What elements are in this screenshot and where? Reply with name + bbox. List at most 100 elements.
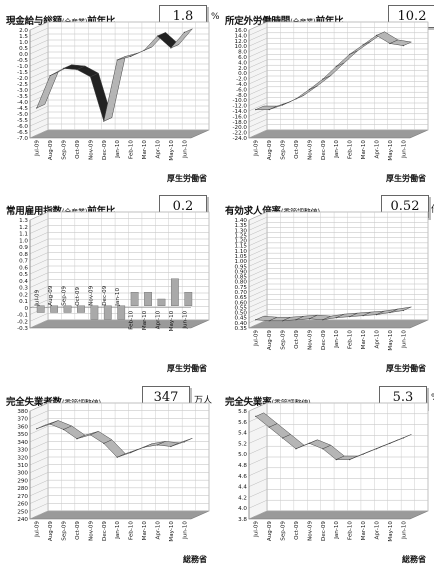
y-tick-label: 0.80 (235, 280, 248, 286)
y-tick-label: 1.1 (19, 232, 28, 238)
value-unit: 倍 (431, 202, 434, 215)
x-tick-label: Sep-09 (62, 286, 68, 306)
x-tick-label: Jan-10 (115, 140, 121, 159)
data-point (402, 437, 404, 439)
x-tick-label: Jun-10 (182, 140, 188, 159)
y-tick-label: 0.0 (238, 71, 247, 77)
x-tick-label: Jan-10 (334, 330, 340, 349)
x-tick-label: Feb-10 (129, 310, 135, 329)
data-point (49, 75, 51, 77)
bar (77, 305, 85, 313)
y-tick-label: 1.00 (235, 259, 248, 265)
x-tick-label: Sep-09 (281, 521, 287, 541)
y-tick-label: 0.4 (19, 279, 28, 285)
data-point (170, 47, 172, 49)
y-tick-label: 4.8 (238, 463, 247, 469)
source-label: 厚生労働省 (386, 174, 426, 183)
x-tick-label: Dec-09 (321, 140, 327, 160)
y-tick-label: -16.0 (233, 114, 248, 120)
data-point (295, 98, 297, 100)
data-point (362, 44, 364, 46)
data-point (116, 456, 118, 458)
bar (90, 305, 99, 320)
y-tick-label: 0.2 (19, 292, 28, 298)
y-tick-label: 0.55 (235, 305, 248, 311)
bar (50, 305, 59, 313)
y-tick-label: 0.5 (19, 272, 28, 278)
y-tick-label: 370 (17, 417, 28, 423)
y-tick-label: 1.20 (235, 239, 248, 245)
x-tick-label: Mar-10 (142, 521, 148, 541)
data-point (89, 434, 91, 436)
y-tick-label: 1.40 (235, 218, 248, 224)
data-point (295, 448, 297, 450)
y-tick-label: 0.70 (235, 290, 248, 296)
y-tick-label: 0.75 (235, 285, 248, 291)
y-tick-label: 0.60 (235, 300, 248, 306)
x-tick-label: Dec-09 (321, 521, 327, 541)
y-tick-label: -4.5 (17, 106, 28, 112)
data-point (322, 448, 324, 450)
y-tick-label: -5.0 (17, 112, 28, 118)
y-tick-label: 1.0 (19, 40, 28, 46)
data-point (130, 55, 132, 58)
data-point (281, 437, 284, 439)
x-tick-label: Jun-10 (182, 310, 188, 329)
y-tick-label: 10.0 (235, 44, 248, 50)
y-tick-label: -2.0 (17, 76, 28, 82)
data-point (183, 31, 185, 33)
y-tick-label: 1.0 (19, 238, 28, 244)
y-tick-label: 5.4 (238, 431, 247, 437)
value-unit: 万人 (194, 396, 213, 406)
line-segment (170, 28, 193, 49)
chart-panel-job-ratio: 有効求人倍率(季節調整値) 0.52 倍 1.401.351.301.251.2… (219, 190, 434, 380)
y-tick-label: 5.6 (238, 420, 247, 426)
y-tick-label: 350 (17, 432, 28, 438)
chart-svg: 1.31.21.11.00.90.80.70.60.50.40.30.20.10… (17, 211, 210, 332)
y-tick-label: 260 (17, 502, 28, 508)
y-tick-label: -8.0 (236, 93, 247, 99)
x-tick-label: Sep-09 (281, 330, 287, 350)
y-tick-label: 0.40 (235, 321, 248, 327)
y-tick-label: 6.0 (238, 55, 247, 61)
data-point (268, 426, 270, 428)
y-tick-label: -2.5 (17, 82, 28, 88)
x-tick-label: Nov-09 (88, 285, 94, 305)
x-tick-label: Jun-10 (401, 140, 407, 159)
data-point (389, 442, 391, 444)
y-tick-label: 12.0 (235, 39, 248, 45)
y-tick-label: 1.10 (235, 249, 248, 255)
chart-panel-unemployed: 完全失業者数(季節調整値) 347 万人 3803703603503403303… (0, 381, 215, 571)
x-tick-label: Apr-10 (374, 330, 380, 349)
y-tick-label: 4.0 (238, 506, 247, 512)
x-tick-label: Aug-09 (267, 521, 273, 541)
y-tick-label: 0.35 (235, 326, 248, 332)
floor (29, 129, 210, 139)
data-point (76, 438, 78, 440)
bar (184, 292, 193, 306)
data-point (322, 319, 324, 321)
chart-panel-unemployment-rate: 完全失業率(季節調整値) 5.3 % 5.85.65.45.25.04.84.6… (219, 381, 434, 571)
x-tick-label: Jun-10 (401, 521, 407, 540)
x-tick-label: Feb-10 (348, 330, 354, 349)
bar (144, 292, 152, 306)
chart-frame: 5.8 5.6 5.4 5.2 5.0 4.8 4.6 4.4 4.2 4.0 3.8 Jul-09 A… (238, 402, 429, 542)
data-point (116, 59, 118, 61)
y-tick-label: 8.0 (238, 50, 247, 56)
y-tick-label: 330 (17, 448, 28, 454)
x-tick-label: Jan-10 (334, 521, 340, 540)
x-tick-label: Aug-09 (267, 330, 273, 350)
y-tick-label: 280 (17, 486, 28, 492)
x-tick-label: Feb-10 (348, 521, 354, 540)
bar (36, 305, 45, 313)
line-segment (389, 306, 412, 313)
y-tick-label: 0.9 (19, 245, 28, 251)
y-tick-label: 0 (24, 306, 28, 312)
data-point (143, 446, 145, 448)
data-point (156, 444, 159, 446)
data-point (255, 319, 257, 321)
y-tick-label: -2.0 (236, 77, 247, 83)
y-tick-label: 360 (17, 424, 28, 430)
data-point (49, 423, 51, 425)
x-tick-label: Aug-09 (48, 285, 54, 305)
